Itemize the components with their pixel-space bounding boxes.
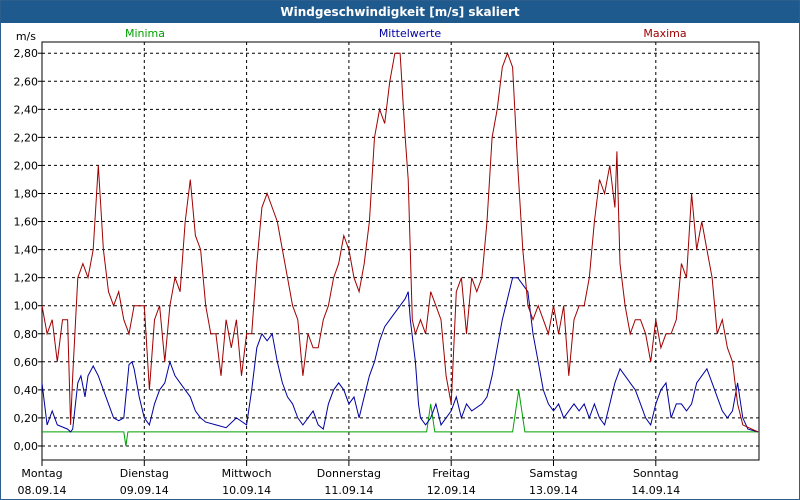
y-tick-label: 1,40 xyxy=(14,244,39,257)
y-axis-label: m/s xyxy=(16,30,36,43)
x-day-label: Mittwoch xyxy=(222,467,272,480)
y-tick-label: 1,00 xyxy=(14,300,39,313)
chart-title: Windgeschwindigkeit [m/s] skaliert xyxy=(1,1,799,23)
y-tick-label: 2,00 xyxy=(14,159,39,172)
x-axis-labels: Montag 08.09.14 Dienstag 09.09.14 Mittwoch 10… xyxy=(18,467,681,497)
grid xyxy=(42,42,759,460)
y-tick-label: 2,80 xyxy=(14,47,39,60)
x-day-label: Freitag xyxy=(432,467,470,480)
y-tick-label: 1,20 xyxy=(14,272,39,285)
x-day-label: Sonntag xyxy=(633,467,679,480)
y-tick-label: 0,20 xyxy=(14,412,39,425)
x-day-label: Dienstag xyxy=(120,467,169,480)
y-tick-label: 2,40 xyxy=(14,103,39,116)
series-line-minima xyxy=(42,389,759,447)
x-date-label: 09.09.14 xyxy=(120,484,169,497)
y-tick-label: 1,80 xyxy=(14,187,39,200)
legend-item-maxima: Maxima xyxy=(643,27,686,40)
x-date-label: 10.09.14 xyxy=(222,484,271,497)
x-date-label: 08.09.14 xyxy=(18,484,67,497)
y-tick-label: 0,80 xyxy=(14,328,39,341)
legend-item-minima: Minima xyxy=(125,27,165,40)
legend: Minima Mittelwerte Maxima xyxy=(125,27,687,40)
y-tick-label: 0,60 xyxy=(14,356,39,369)
axes: 2,80 2,60 2,40 2,20 2,00 1,80 1,60 1,40 1,20 1,00… xyxy=(14,30,760,466)
y-tick-label: 2,20 xyxy=(14,131,39,144)
series-line-maxima xyxy=(41,51,759,433)
x-date-label: 12.09.14 xyxy=(427,484,476,497)
x-day-label: Samstag xyxy=(529,467,577,480)
x-date-label: 14.09.14 xyxy=(631,484,680,497)
x-day-label: Donnerstag xyxy=(317,467,381,480)
x-date-label: 13.09.14 xyxy=(529,484,578,497)
series-lines xyxy=(41,51,759,447)
y-tick-label: 0,00 xyxy=(14,440,39,453)
plot-border xyxy=(41,41,760,461)
x-date-label: 11.09.14 xyxy=(324,484,373,497)
y-tick-label: 1,60 xyxy=(14,216,39,229)
series-line-mittelwerte xyxy=(41,277,759,433)
legend-item-mittelwerte: Mittelwerte xyxy=(379,27,442,40)
y-tick-label: 2,60 xyxy=(14,75,39,88)
y-tick-label: 0,40 xyxy=(14,384,39,397)
x-day-label: Montag xyxy=(21,467,62,480)
